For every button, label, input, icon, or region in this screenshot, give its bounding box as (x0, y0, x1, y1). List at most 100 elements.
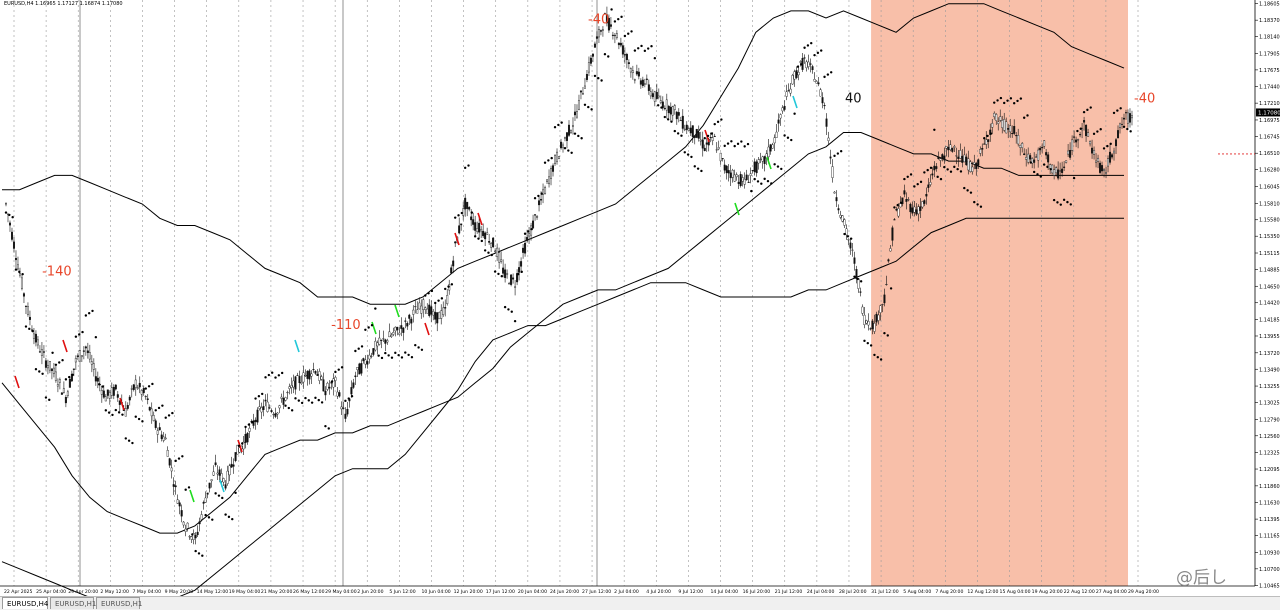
candle-body (817, 82, 820, 85)
sar-dot (946, 168, 949, 171)
candle-body (50, 368, 53, 371)
candle-body (1122, 117, 1125, 120)
x-tick-label: 7 Aug 20:00 (935, 589, 963, 595)
candle-body (326, 382, 329, 390)
candle-body (1097, 157, 1100, 162)
candle-body (725, 165, 728, 174)
sar-dot (580, 137, 583, 140)
candle-body (763, 156, 766, 164)
x-tick-label: 16 Jul 20:00 (743, 589, 771, 595)
candle-body (667, 105, 670, 114)
candle-body (825, 118, 828, 127)
candle-body (823, 105, 826, 107)
candle-body (408, 314, 411, 319)
sar-dot (211, 518, 214, 521)
candle-body (877, 314, 880, 321)
sar-dot (1059, 203, 1062, 206)
sar-dot (973, 200, 976, 204)
tab-eurusd-h1[interactable]: EURUSD,H1 (50, 597, 96, 609)
sar-dot (793, 112, 796, 115)
y-tick-label: 1.16280 (1259, 168, 1280, 174)
candle-body (843, 219, 846, 226)
sar-dot (590, 108, 593, 111)
candle-body (1111, 154, 1114, 158)
sar-dot (334, 370, 337, 374)
sar-dot (726, 142, 730, 145)
sar-dot (400, 356, 404, 359)
sar-dot (989, 132, 993, 135)
candle-body (150, 408, 153, 417)
tab-eurusd-h1-2[interactable]: EURUSD,H1 (96, 597, 142, 609)
candle-body (428, 304, 431, 316)
sar-dot (330, 380, 334, 383)
candle-body (564, 137, 567, 139)
candle-body (92, 363, 95, 370)
candle-body (833, 191, 836, 194)
sar-dot (397, 353, 400, 357)
candle-body (460, 223, 463, 226)
sar-dot (593, 74, 597, 78)
sar-dot (563, 147, 567, 150)
sar-dot (963, 186, 966, 190)
sar-dot (646, 47, 650, 50)
candle-body (534, 214, 537, 216)
sar-dot (420, 348, 424, 351)
candle-body (434, 311, 437, 320)
candle-body (372, 348, 375, 355)
candle-body (8, 222, 11, 226)
candle-body (973, 162, 976, 165)
candle-body (232, 464, 235, 467)
candle-body (318, 371, 321, 381)
candle-body (1053, 169, 1056, 176)
candle-body (963, 154, 966, 163)
candle-body (919, 206, 922, 211)
candle-body (442, 307, 445, 315)
candle-body (188, 536, 191, 538)
tab-eurusd-h4[interactable]: EURUSD,H4 (2, 597, 48, 609)
y-tick-label: 1.18140 (1259, 35, 1280, 41)
signal-mark (792, 95, 798, 109)
candle-body (583, 85, 586, 89)
sar-dot (983, 136, 986, 140)
lower-band (1, 217, 1124, 606)
sar-dot (770, 182, 773, 185)
y-tick-label: 1.18605 (1259, 1, 1280, 7)
candle-body (689, 127, 692, 134)
candle-body (937, 156, 940, 159)
sar-dot (444, 287, 447, 291)
candle-body (727, 170, 730, 174)
x-tick-label: 2 May 12:00 (100, 589, 129, 595)
candle-body (24, 305, 27, 307)
sar-dot (290, 409, 294, 412)
sar-dot (124, 437, 127, 440)
candle-body (18, 273, 21, 276)
sar-dot (923, 171, 926, 174)
sar-dot (597, 77, 600, 80)
sar-dot (147, 385, 151, 388)
candle-body (987, 139, 990, 142)
sar-dot (64, 378, 68, 381)
candle-body (556, 151, 559, 162)
candle-body (314, 371, 317, 374)
y-tick-label: 1.17675 (1259, 68, 1280, 74)
x-tick-label: 20 Jun 04:00 (518, 589, 547, 595)
sar-dot (859, 280, 863, 283)
sar-dot (261, 392, 264, 396)
candle-body (548, 176, 551, 185)
sar-dot (327, 427, 330, 430)
candle-body (310, 373, 313, 377)
candle-body (496, 247, 499, 257)
candle-body (691, 125, 694, 137)
candle-body (991, 123, 994, 128)
sar-dot (370, 324, 374, 327)
y-tick-label: 1.17905 (1259, 51, 1280, 57)
y-tick-label: 1.14650 (1259, 284, 1280, 290)
sar-dot (480, 239, 484, 243)
candle-body (687, 128, 690, 131)
candle-body (917, 206, 920, 215)
candle-body (536, 215, 539, 218)
sar-dot (270, 371, 274, 374)
candle-body (470, 216, 473, 221)
